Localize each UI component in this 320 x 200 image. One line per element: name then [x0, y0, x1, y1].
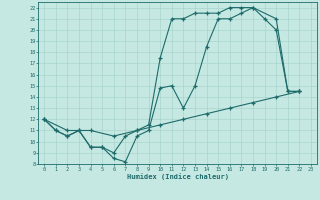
- X-axis label: Humidex (Indice chaleur): Humidex (Indice chaleur): [127, 173, 228, 180]
